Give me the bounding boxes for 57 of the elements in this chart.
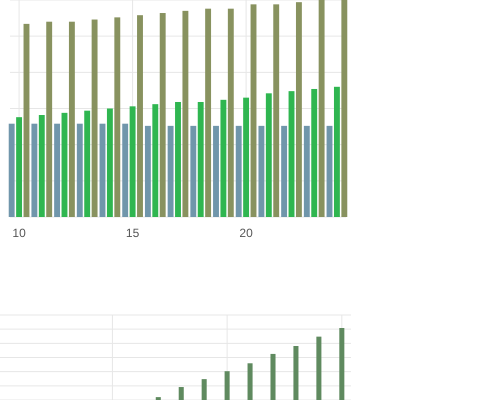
bar [224, 371, 230, 400]
bar [258, 126, 264, 217]
x-tick-label: 15 [126, 226, 140, 240]
bar [92, 20, 98, 217]
bar [76, 124, 83, 217]
bar [137, 15, 143, 217]
bar [326, 126, 332, 217]
x-tick-label: 20 [239, 226, 254, 240]
bar [114, 17, 120, 217]
bar [190, 126, 196, 217]
bar [288, 91, 294, 217]
bar [236, 126, 242, 217]
bar [16, 117, 22, 217]
bar [304, 126, 310, 217]
bar [243, 98, 250, 217]
bar [68, 22, 75, 217]
bar [130, 106, 136, 217]
bar [311, 88, 318, 217]
bar [339, 328, 344, 400]
bar [178, 387, 184, 400]
bar [122, 124, 128, 217]
bar [175, 102, 181, 217]
bar [281, 126, 288, 217]
bar [8, 124, 15, 217]
bar [213, 126, 219, 217]
bar [198, 102, 204, 217]
bar [106, 108, 113, 217]
bar [250, 4, 256, 217]
x-tick-label: 10 [12, 226, 26, 240]
bar [273, 4, 280, 217]
bar [316, 336, 322, 400]
bar [24, 24, 30, 217]
bar [341, 0, 348, 217]
bar [296, 2, 302, 217]
bar [334, 86, 340, 217]
bar [160, 13, 166, 217]
bar [84, 110, 90, 217]
bar [38, 115, 45, 217]
bar [46, 22, 52, 217]
bar [54, 124, 60, 217]
bar [318, 0, 325, 217]
bar [248, 363, 253, 400]
bar [220, 100, 226, 217]
bar [152, 104, 158, 217]
bar [62, 112, 68, 217]
bar [293, 346, 298, 400]
bar [144, 126, 151, 217]
bar [31, 124, 38, 217]
bar [266, 93, 272, 217]
bar [228, 8, 234, 217]
bar [156, 397, 161, 400]
bar [100, 124, 106, 217]
bar [182, 10, 188, 217]
bar [205, 8, 212, 217]
bar [270, 354, 276, 400]
bar [202, 379, 207, 400]
bar [168, 126, 174, 217]
